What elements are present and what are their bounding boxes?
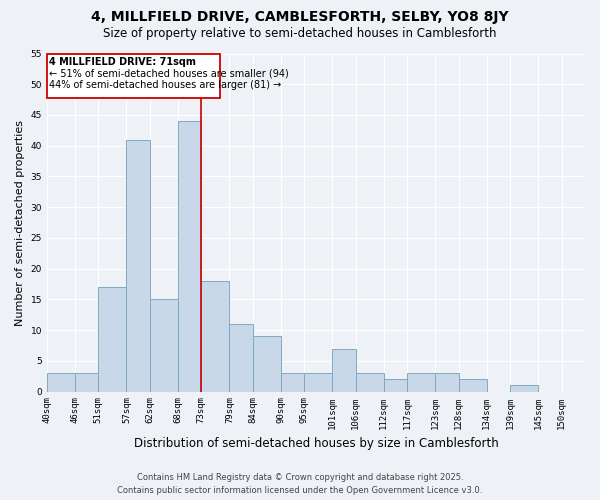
Y-axis label: Number of semi-detached properties: Number of semi-detached properties [15,120,25,326]
Text: 4 MILLFIELD DRIVE: 71sqm: 4 MILLFIELD DRIVE: 71sqm [49,56,196,66]
Bar [98,287,127,392]
Bar [202,281,229,392]
Bar [356,373,384,392]
Bar [407,373,435,392]
Bar [510,386,538,392]
FancyBboxPatch shape [47,54,220,98]
Text: Size of property relative to semi-detached houses in Camblesforth: Size of property relative to semi-detach… [103,28,497,40]
Text: Contains HM Land Registry data © Crown copyright and database right 2025.
Contai: Contains HM Land Registry data © Crown c… [118,473,482,495]
Bar [281,373,304,392]
Bar [304,373,332,392]
Text: 44% of semi-detached houses are larger (81) →: 44% of semi-detached houses are larger (… [49,80,281,90]
Bar [47,373,75,392]
X-axis label: Distribution of semi-detached houses by size in Camblesforth: Distribution of semi-detached houses by … [134,437,499,450]
Text: 4, MILLFIELD DRIVE, CAMBLESFORTH, SELBY, YO8 8JY: 4, MILLFIELD DRIVE, CAMBLESFORTH, SELBY,… [91,10,509,24]
Bar [458,380,487,392]
Bar [150,300,178,392]
Bar [253,336,281,392]
Bar [384,380,407,392]
Bar [127,140,150,392]
Text: ← 51% of semi-detached houses are smaller (94): ← 51% of semi-detached houses are smalle… [49,69,289,79]
Bar [75,373,98,392]
Bar [178,121,202,392]
Bar [229,324,253,392]
Bar [332,348,356,392]
Bar [435,373,458,392]
